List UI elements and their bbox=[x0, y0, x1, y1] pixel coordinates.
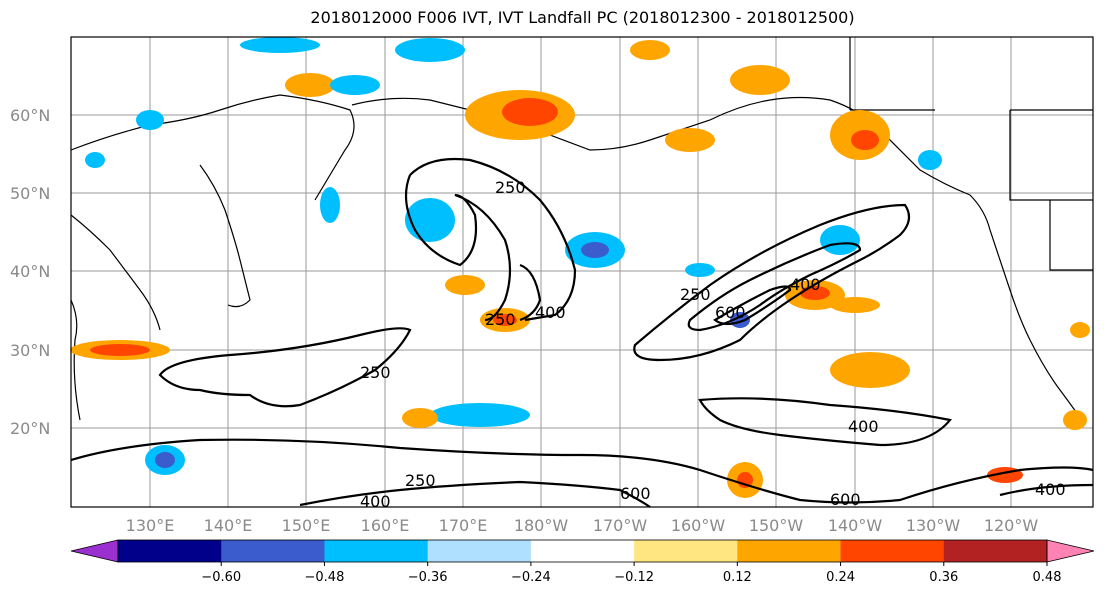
map-frame bbox=[70, 36, 1094, 508]
colorbar-tick-label: −0.24 bbox=[511, 570, 551, 585]
latitude-labels: 60°N 50°N 40°N 30°N 20°N bbox=[10, 106, 50, 438]
colorbar-segment bbox=[221, 540, 325, 562]
contour-label: 400 bbox=[360, 492, 391, 511]
map-title: 2018012000 F006 IVT, IVT Landfall PC (20… bbox=[310, 8, 855, 27]
lon-label-180w: 180°W bbox=[514, 516, 569, 535]
contour-label: 600 bbox=[830, 490, 861, 509]
colorbar-segment bbox=[530, 540, 635, 562]
lat-label-40n: 40°N bbox=[10, 262, 50, 281]
lon-label-130e: 130°E bbox=[126, 516, 175, 535]
colorbar-segment bbox=[737, 540, 842, 562]
colorbar-tick-label: −0.12 bbox=[614, 570, 654, 585]
contour-label: 400 bbox=[790, 275, 821, 294]
lat-label-30n: 30°N bbox=[10, 341, 50, 360]
colorbar-segment bbox=[634, 540, 738, 562]
gridlines bbox=[71, 37, 1093, 507]
contour-label: 250 bbox=[360, 363, 391, 382]
lon-label-150w: 150°W bbox=[749, 516, 804, 535]
lon-label-120w: 120°W bbox=[984, 516, 1039, 535]
contour-label: 400 bbox=[535, 303, 566, 322]
lon-label-160w: 160°W bbox=[671, 516, 726, 535]
lon-label-140w: 140°W bbox=[828, 516, 883, 535]
lat-label-60n: 60°N bbox=[10, 106, 50, 125]
lat-label-20n: 20°N bbox=[10, 419, 50, 438]
lat-label-50n: 50°N bbox=[10, 184, 50, 203]
colorbar-segment bbox=[324, 540, 429, 562]
contour-label: 400 bbox=[848, 417, 879, 436]
contour-labels: 250 250 400 250 250 600 400 400 250 600 … bbox=[360, 178, 1066, 511]
colorbar-segment bbox=[427, 540, 532, 562]
colorbar-tick-label: −0.60 bbox=[201, 570, 241, 585]
ivt-contours bbox=[70, 157, 1094, 508]
lon-label-140e: 140°E bbox=[204, 516, 253, 535]
colorbar-segment bbox=[943, 540, 1048, 562]
contour-label: 250 bbox=[680, 285, 711, 304]
contour-label: 600 bbox=[620, 484, 651, 503]
lon-label-150e: 150°E bbox=[282, 516, 331, 535]
lon-label-170w: 170°W bbox=[593, 516, 648, 535]
contour-label: 250 bbox=[405, 471, 436, 490]
contour-label: 600 bbox=[715, 303, 746, 322]
colorbar-tick-label: 0.24 bbox=[826, 570, 855, 585]
map-background bbox=[71, 37, 1093, 507]
colorbar-tick-label: 0.48 bbox=[1033, 570, 1062, 585]
colorbar-extend-high bbox=[1046, 539, 1095, 563]
colorbar-segment bbox=[840, 540, 945, 562]
colorbar-extend-low bbox=[70, 539, 119, 563]
colorbar-outline bbox=[117, 539, 1048, 563]
ivt-shading bbox=[70, 37, 1090, 498]
contour-label: 250 bbox=[485, 310, 516, 329]
colorbar-tick-label: −0.36 bbox=[408, 570, 448, 585]
colorbar-tick-label: 0.12 bbox=[723, 570, 752, 585]
contour-label: 400 bbox=[1035, 480, 1066, 499]
colorbar-ticks: −0.60 −0.48 −0.36 −0.24 −0.12 0.12 0.24 0.36 0.4… bbox=[201, 562, 1062, 585]
lon-label-130w: 130°W bbox=[906, 516, 961, 535]
colorbar-tick-label: 0.36 bbox=[929, 570, 958, 585]
contour-label: 250 bbox=[495, 178, 526, 197]
colorbar-tick-label: −0.48 bbox=[305, 570, 345, 585]
lon-label-170e: 170°E bbox=[439, 516, 488, 535]
lon-label-160e: 160°E bbox=[361, 516, 410, 535]
colorbar-segment bbox=[118, 540, 222, 562]
longitude-labels: 130°E 140°E 150°E 160°E 170°E 180°W 170°… bbox=[126, 516, 1039, 535]
colorbar bbox=[70, 539, 1095, 563]
